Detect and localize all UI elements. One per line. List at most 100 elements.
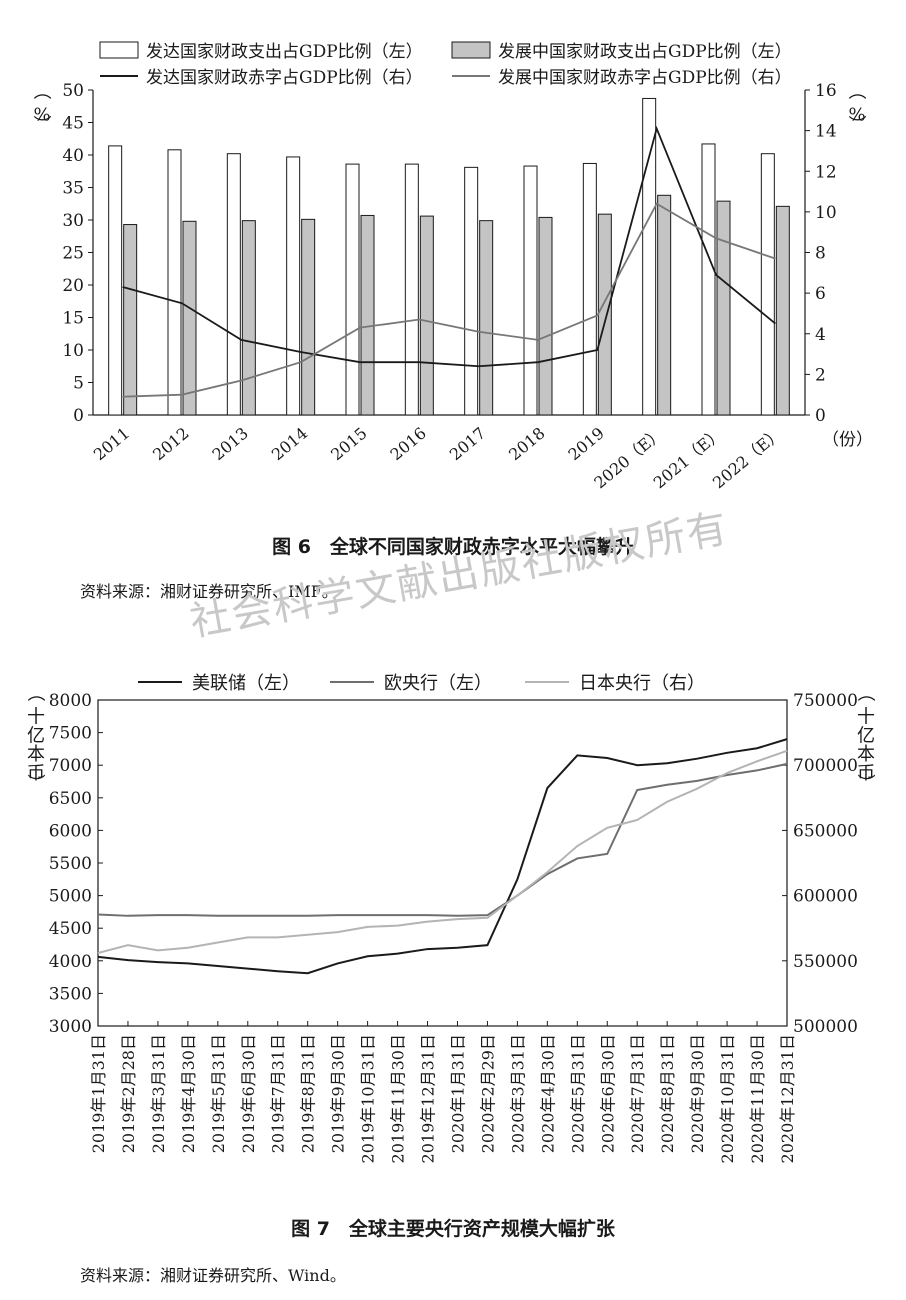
bar-developed-expenditure [760, 153, 775, 416]
right-tick-label: 12 [815, 162, 837, 182]
x-tick-label: 2019年7月31日 [269, 1034, 288, 1153]
x-tick-label: 2020年5月31日 [568, 1034, 587, 1153]
bar-developed-expenditure [108, 145, 123, 416]
bar-developing-expenditure [360, 214, 375, 416]
bar-developed-expenditure [642, 97, 657, 416]
central-bank-assets-line-chart: 3000 3500 4000 4500 5000 5500 6000 6500 7000 7500… [25, 673, 876, 1163]
bar-developed-expenditure [404, 163, 419, 416]
left-tick-label: 7500 [49, 724, 92, 744]
svg-text:本: 本 [857, 744, 875, 765]
right-tick-label: 14 [815, 122, 837, 142]
line-boj-assets [97, 749, 788, 954]
left-tick-label: 7000 [49, 756, 92, 776]
legend-label: 美联储（左） [192, 673, 300, 694]
svg-text:本: 本 [27, 744, 45, 765]
right-tick-label: 6 [815, 284, 826, 304]
deficit-bar-line-chart: 051015202530354045500246810121416（%）（%）2… [31, 41, 873, 492]
figure7-source: 资料来源：湘财证券研究所、Wind。 [80, 1266, 346, 1285]
svg-text:十: 十 [857, 706, 875, 727]
left-tick-label: 6500 [49, 789, 92, 809]
svg-text:币: 币 [857, 763, 875, 784]
x-tick-label: 2015 [327, 424, 370, 465]
left-tick-label: 3500 [49, 984, 92, 1004]
left-tick-label: 4000 [49, 952, 92, 972]
left-tick-label: 25 [62, 244, 84, 264]
svg-text:（: （ [25, 684, 46, 702]
right-tick-label: 10 [815, 203, 837, 223]
plot-frame [97, 699, 788, 1027]
x-axis-unit: （份） [822, 430, 873, 450]
svg-text:）: ） [855, 774, 876, 792]
x-tick-label: 2012 [149, 424, 192, 465]
x-tick-label: 2020年3月31日 [508, 1034, 527, 1153]
left-tick-label: 20 [62, 276, 84, 296]
x-tick-label: 2014 [268, 424, 311, 465]
left-tick-label: 30 [62, 211, 84, 231]
right-tick-label: 8 [815, 244, 826, 264]
svg-text:）: ） [31, 115, 52, 133]
left-tick-label: 50 [62, 81, 84, 101]
right-tick-label: 4 [815, 325, 826, 345]
left-tick-label: 3000 [49, 1017, 92, 1037]
line-developed-deficit [122, 125, 776, 368]
x-tick-label: 2019年4月30日 [179, 1034, 198, 1153]
left-tick-label: 35 [62, 179, 84, 199]
bar-developing-expenditure [479, 220, 494, 416]
right-tick-label: 750000 [793, 691, 858, 711]
svg-text:（: （ [31, 82, 52, 100]
legend-label: 日本央行（右） [579, 673, 705, 694]
x-tick-label: 2019年3月31日 [149, 1034, 168, 1153]
svg-text:）: ） [846, 115, 867, 133]
legend-label: 发展中国家财政赤字占GDP比例（右） [498, 68, 792, 88]
bar-developing-expenditure [123, 224, 138, 416]
left-tick-label: 4500 [49, 919, 92, 939]
left-axis-label: （%） [31, 82, 52, 133]
left-tick-label: 8000 [49, 691, 92, 711]
left-tick-label: 5 [73, 374, 84, 394]
x-tick-label: 2020年12月31日 [778, 1034, 797, 1163]
bar-developing-expenditure [301, 218, 316, 416]
bar-developed-expenditure [701, 143, 716, 416]
legend-swatch [99, 41, 139, 59]
x-tick-label: 2011 [90, 424, 133, 465]
bar-developing-expenditure [182, 220, 197, 416]
x-tick-label: 2020年7月31日 [628, 1034, 647, 1153]
legend-label: 发展中国家财政支出占GDP比例（左） [498, 42, 792, 62]
x-tick-label: 2020年10月31日 [718, 1034, 737, 1163]
right-tick-label: 16 [815, 81, 837, 101]
x-tick-label: 2019年1月31日 [89, 1034, 108, 1153]
right-tick-label: 600000 [793, 887, 858, 907]
x-tick-label: 2020年8月31日 [658, 1034, 677, 1153]
x-tick-label: 2020年1月31日 [448, 1034, 467, 1153]
x-tick-label: 2013 [208, 424, 251, 465]
bar-developed-expenditure [226, 153, 241, 416]
x-tick-label: 2019年11月30日 [389, 1034, 408, 1163]
bar-developing-expenditure [241, 220, 256, 416]
bar-developing-expenditure [716, 200, 731, 416]
bar-developed-expenditure [464, 166, 479, 416]
svg-text:亿: 亿 [857, 725, 875, 746]
bar-developing-expenditure [419, 215, 434, 416]
x-tick-label: 2020年9月30日 [688, 1034, 707, 1153]
right-tick-label: 700000 [793, 756, 858, 776]
left-tick-label: 0 [73, 406, 84, 426]
bar-developed-expenditure [582, 162, 597, 416]
legend-label: 发达国家财政支出占GDP比例（左） [146, 42, 423, 62]
left-tick-label: 40 [62, 146, 84, 166]
bar-developing-expenditure [657, 194, 672, 416]
line-fed-assets [97, 738, 788, 975]
bar-developing-expenditure [597, 213, 612, 416]
svg-text:币: 币 [27, 763, 45, 784]
x-tick-label: 2020年2月29日 [478, 1034, 497, 1153]
legend-label: 欧央行（左） [384, 673, 492, 694]
svg-text:十: 十 [27, 706, 45, 727]
legend-swatch [451, 41, 491, 59]
line-developing-deficit [122, 202, 776, 398]
bar-developed-expenditure [286, 156, 301, 416]
x-tick-label: 2019年6月30日 [239, 1034, 258, 1153]
line-ecb-assets [97, 762, 788, 917]
right-tick-label: 650000 [793, 821, 858, 841]
svg-text:%: % [848, 104, 865, 125]
